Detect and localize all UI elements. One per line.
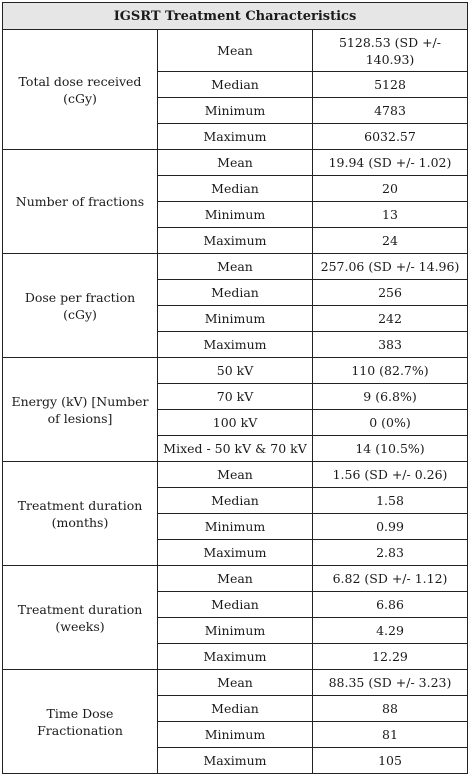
table-row: Minimum 13	[3, 201, 468, 228]
statistic-value: 14 (10.5%)	[312, 435, 468, 462]
statistic-value: 256	[312, 279, 468, 306]
category-label: Number of fractions	[2, 149, 158, 254]
statistic-value: 9 (6.8%)	[312, 383, 468, 410]
statistic-value: 1.58	[312, 487, 468, 514]
table-row: Maximum 6032.57	[3, 123, 468, 150]
statistic-label: 70 kV	[157, 383, 313, 410]
statistic-value: 81	[312, 721, 468, 748]
statistic-label: Median	[157, 591, 313, 618]
table-row: Minimum 4783	[3, 97, 468, 124]
statistic-label: Mean	[157, 565, 313, 592]
statistic-label: Minimum	[157, 721, 313, 748]
table-row: Maximum 2.83	[3, 539, 468, 566]
statistic-value: 5128	[312, 71, 468, 98]
statistic-value: 6.86	[312, 591, 468, 618]
table-row: Minimum 81	[3, 721, 468, 748]
table-row: Treatment duration (weeks) Mean 6.82 (SD +…	[2, 565, 468, 670]
statistic-label: Mixed - 50 kV & 70 kV	[157, 435, 313, 462]
statistic-label: Mean	[157, 149, 313, 176]
statistic-value: 20	[312, 175, 468, 202]
statistic-value: 5128.53 (SD +/- 140.93)	[312, 29, 468, 72]
table-row: Maximum 105	[3, 747, 468, 774]
statistic-label: Minimum	[157, 201, 313, 228]
statistic-value: 0 (0%)	[312, 409, 468, 436]
statistic-value: 6.82 (SD +/- 1.12)	[312, 565, 468, 592]
treatment-characteristics-table: IGSRT Treatment Characteristics Total do…	[2, 2, 468, 774]
statistic-label: Minimum	[157, 513, 313, 540]
table-body: Total dose received (cGy) Mean 5128.53 (SD…	[2, 29, 468, 774]
statistic-value: 13	[312, 201, 468, 228]
category-label: Treatment duration (months)	[2, 461, 158, 566]
table-row: Median 20	[3, 175, 468, 202]
statistic-label: Minimum	[157, 305, 313, 332]
statistic-label: Maximum	[157, 123, 313, 150]
statistic-label: 50 kV	[157, 357, 313, 384]
statistic-value: 4783	[312, 97, 468, 124]
statistic-label: Mean	[157, 461, 313, 488]
category-label: Energy (kV) [Number of lesions]	[2, 357, 158, 462]
statistic-value: 12.29	[312, 643, 468, 670]
statistic-label: Minimum	[157, 617, 313, 644]
table-row: Maximum 383	[3, 331, 468, 358]
statistic-value: 19.94 (SD +/- 1.02)	[312, 149, 468, 176]
table-row: Number of fractions Mean 19.94 (SD +/- 1.0…	[2, 149, 468, 254]
statistic-label: Median	[157, 487, 313, 514]
table-row: Time Dose Fractionation Mean 88.35 (SD +/-…	[2, 669, 468, 774]
statistic-value: 88	[312, 695, 468, 722]
category-label: Total dose received (cGy)	[2, 29, 158, 150]
table-row: Dose per fraction (cGy) Mean 257.06 (SD +/…	[2, 253, 468, 358]
statistic-label: Maximum	[157, 331, 313, 358]
table-row: Total dose received (cGy) Mean 5128.53 (SD…	[2, 29, 468, 150]
table-row: Mixed - 50 kV & 70 kV 14 (10.5%)	[3, 435, 468, 462]
table-row: Median 5128	[3, 71, 468, 98]
table-row: Minimum 0.99	[3, 513, 468, 540]
statistic-value: 257.06 (SD +/- 14.96)	[312, 253, 468, 280]
table-row: Maximum 24	[3, 227, 468, 254]
table-title: IGSRT Treatment Characteristics	[2, 2, 468, 30]
statistic-label: Median	[157, 71, 313, 98]
table-row: Median 1.58	[3, 487, 468, 514]
statistic-label: Maximum	[157, 747, 313, 774]
statistic-label: Median	[157, 695, 313, 722]
statistic-label: Median	[157, 175, 313, 202]
statistic-label: 100 kV	[157, 409, 313, 436]
statistic-value: 383	[312, 331, 468, 358]
statistic-label: Median	[157, 279, 313, 306]
category-label: Dose per fraction (cGy)	[2, 253, 158, 358]
category-label: Time Dose Fractionation	[2, 669, 158, 774]
table-row: Median 6.86	[3, 591, 468, 618]
table-row: Energy (kV) [Number of lesions] 50 kV 110 …	[2, 357, 468, 462]
table-row: Treatment duration (months) Mean 1.56 (SD …	[2, 461, 468, 566]
statistic-value: 105	[312, 747, 468, 774]
statistic-value: 4.29	[312, 617, 468, 644]
statistic-value: 110 (82.7%)	[312, 357, 468, 384]
category-label: Treatment duration (weeks)	[2, 565, 158, 670]
statistic-value: 24	[312, 227, 468, 254]
statistic-value: 242	[312, 305, 468, 332]
statistic-label: Mean	[157, 29, 313, 72]
statistic-label: Mean	[157, 669, 313, 696]
statistic-value: 1.56 (SD +/- 0.26)	[312, 461, 468, 488]
table-row: Median 256	[3, 279, 468, 306]
table-row: Minimum 242	[3, 305, 468, 332]
table-row: Minimum 4.29	[3, 617, 468, 644]
statistic-label: Minimum	[157, 97, 313, 124]
statistic-label: Mean	[157, 253, 313, 280]
statistic-label: Maximum	[157, 539, 313, 566]
statistic-value: 2.83	[312, 539, 468, 566]
statistic-label: Maximum	[157, 227, 313, 254]
statistic-label: Maximum	[157, 643, 313, 670]
statistic-value: 0.99	[312, 513, 468, 540]
statistic-value: 88.35 (SD +/- 3.23)	[312, 669, 468, 696]
statistic-value: 6032.57	[312, 123, 468, 150]
